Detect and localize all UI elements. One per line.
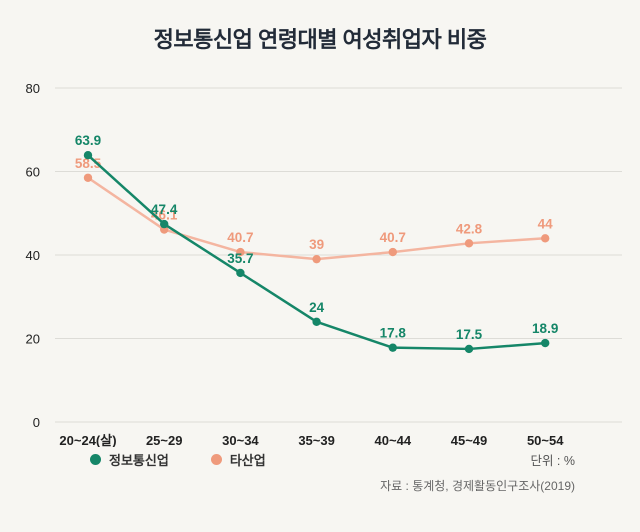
data-label: 47.4 (151, 202, 178, 217)
x-tick-label: 20~24(살) (59, 433, 116, 447)
data-point[interactable] (312, 317, 321, 326)
data-label: 35.7 (227, 251, 253, 266)
data-label: 42.8 (456, 221, 483, 236)
x-tick-label: 25~29 (146, 433, 183, 447)
x-tick-label: 35~39 (298, 433, 335, 447)
x-tick-label: 45~49 (451, 433, 488, 447)
data-point[interactable] (236, 247, 245, 257)
data-point[interactable] (388, 343, 397, 352)
data-label: 17.5 (456, 327, 483, 342)
legend-item-ict[interactable]: 정보통신업 (90, 450, 169, 469)
source-label: 자료 : 통계청, 경제활동인구조사(2019) (380, 479, 575, 493)
data-point[interactable] (236, 268, 245, 278)
y-tick-label: 60 (26, 165, 40, 180)
gridlines: 0 20 40 60 80 (26, 81, 622, 430)
data-point[interactable] (541, 234, 550, 243)
other-series-dot-icon (210, 453, 222, 465)
x-axis-labels: 20~24(살) 25~29 30~34 35~39 40~44 45~49 50~54 (59, 433, 564, 447)
legend-item-label: 타산업 (229, 452, 266, 468)
chart-title: 정보통신업 연령대별 여성취업자 비중 (153, 27, 487, 52)
data-point[interactable] (388, 247, 397, 257)
y-tick-label: 80 (26, 81, 40, 96)
chart-area: 0 20 40 60 80 20~24(살) 25~29 30~34 35~39 40~44 45~… (0, 60, 640, 447)
data-point[interactable] (541, 338, 550, 348)
ict-series-dot-icon (90, 453, 101, 465)
data-point[interactable] (464, 239, 474, 248)
x-tick-label: 50~54 (527, 433, 564, 447)
line-chart: 0 20 40 60 80 20~24(살) 25~29 30~34 35~39 40~44 45~… (26, 81, 622, 447)
legend-item-label: 정보통신업 (109, 452, 169, 468)
data-point[interactable] (83, 173, 93, 182)
data-label: 39 (309, 237, 324, 252)
data-label: 40.7 (227, 230, 253, 245)
data-label: 40.7 (380, 230, 406, 245)
y-tick-label: 40 (26, 248, 40, 263)
y-tick-label: 20 (26, 332, 40, 347)
data-label: 63.9 (75, 133, 101, 148)
x-tick-label: 40~44 (375, 433, 412, 447)
data-point[interactable] (83, 151, 93, 160)
legend-item-other[interactable]: 타산업 (210, 450, 266, 469)
series-1: 58.546.140.7 39 40.742.8 44 (75, 156, 553, 264)
data-point[interactable] (464, 344, 474, 354)
data-label: 18.9 (532, 321, 558, 336)
legend: 정보통신업 타산업 단위 : % (0, 449, 640, 469)
x-tick-label: 30~34 (222, 433, 259, 447)
data-label: 44 (538, 216, 554, 231)
data-label: 24 (309, 300, 325, 315)
data-point[interactable] (312, 254, 321, 264)
y-tick-label: 0 (33, 415, 40, 430)
data-point[interactable] (160, 219, 169, 229)
unit-label: 단위 : % (530, 453, 575, 468)
series-0: 63.9 47.4 35.7 24 17.8 17.5 18.9 (75, 133, 558, 354)
data-label: 17.8 (380, 326, 407, 341)
data-label: 58.5 (75, 156, 102, 171)
